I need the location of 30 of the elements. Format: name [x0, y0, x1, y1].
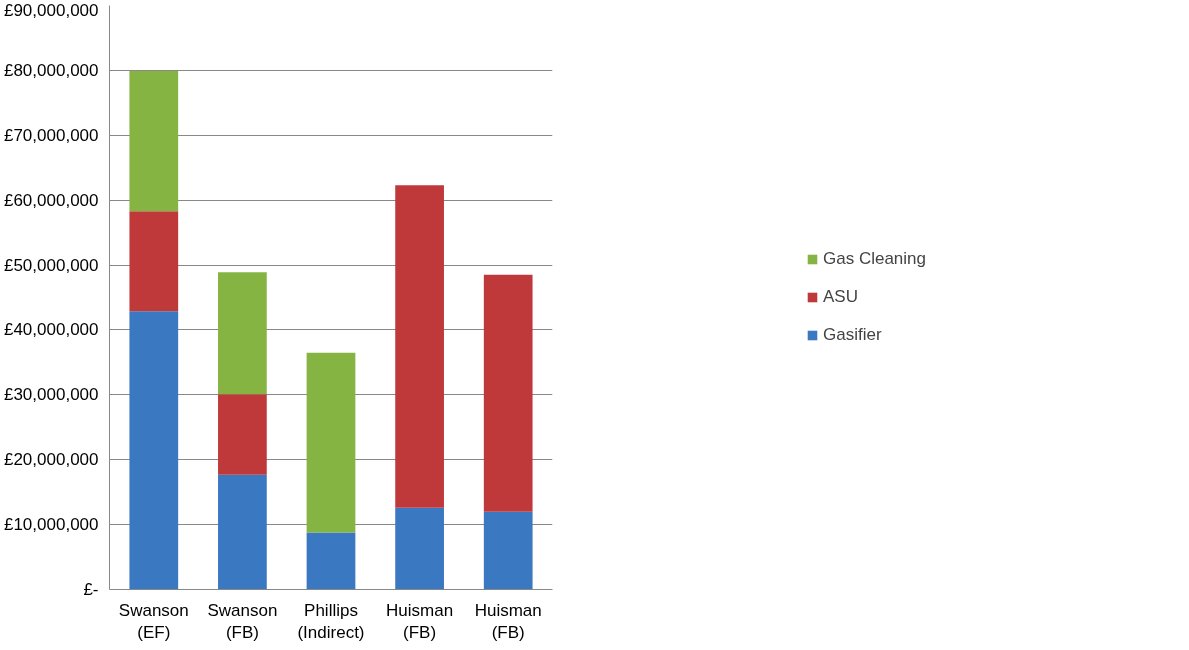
y-tick-label: £40,000,000: [3, 320, 99, 340]
bar: [483, 274, 533, 512]
bar: [395, 185, 444, 508]
y-tick-label: £10,000,000: [3, 515, 99, 535]
bar: [218, 394, 267, 475]
x-tick-label: Swanson (EF): [118, 600, 189, 643]
legend-label: Gasifier: [822, 325, 882, 345]
x-tick-label: Phillips (Indirect): [297, 600, 365, 643]
x-tick-label: Huisman (FB): [474, 600, 542, 643]
bar: [395, 507, 444, 590]
y-tick-label: £70,000,000: [3, 125, 99, 145]
x-tick-label: Swanson (FB): [207, 600, 278, 643]
legend-label: Gas Cleaning: [822, 249, 927, 269]
bar: [306, 532, 356, 590]
y-tick-label: £50,000,000: [3, 255, 99, 275]
bar: [218, 474, 267, 590]
bar: [306, 352, 356, 533]
legend-label: ASU: [822, 287, 858, 307]
y-tick-label: £60,000,000: [3, 190, 99, 210]
y-tick-label: £20,000,000: [3, 450, 99, 470]
bar: [483, 511, 533, 590]
y-tick-label: £80,000,000: [3, 60, 99, 80]
x-tick-label: Huisman (FB): [386, 600, 454, 643]
y-tick-label: £90,000,000: [3, 0, 99, 20]
bar: [218, 272, 267, 395]
y-tick-label: £-: [83, 580, 99, 599]
bar: [129, 71, 179, 212]
bar: [129, 311, 179, 590]
bar: [129, 211, 179, 312]
y-tick-label: £30,000,000: [3, 385, 99, 405]
